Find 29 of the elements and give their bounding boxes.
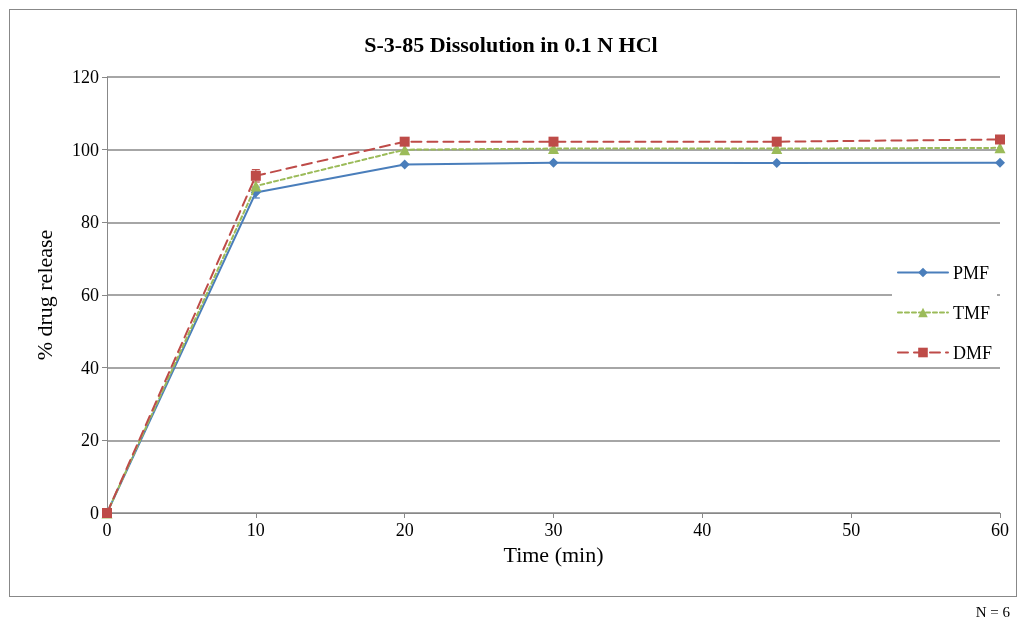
legend-label: TMF <box>952 302 990 323</box>
x-axis-title: Time (min) <box>503 542 604 568</box>
y-tick-label: 60 <box>81 285 99 305</box>
point <box>399 159 410 170</box>
x-tick-label: 20 <box>395 520 414 540</box>
y-axis-title: % drug release <box>31 229 57 361</box>
legend-label: PMF <box>952 262 990 283</box>
point <box>995 134 1005 145</box>
y-tick-label: 100 <box>72 139 99 160</box>
x-tick-label: 0 <box>102 520 112 540</box>
point <box>548 136 559 147</box>
point <box>250 180 262 192</box>
point <box>995 157 1005 168</box>
point <box>399 136 410 147</box>
text: N = 6 <box>975 604 1010 621</box>
y-tick-label: 80 <box>81 212 99 233</box>
point <box>771 136 782 147</box>
legend-label: DMF <box>952 342 992 363</box>
point <box>548 157 559 168</box>
y-tick-label: 20 <box>81 430 99 451</box>
x-tick-label: 30 <box>544 520 563 540</box>
x-tick-label: 60 <box>991 520 1009 540</box>
x-tick-label: 10 <box>246 520 265 540</box>
y-tick-label: 120 <box>72 67 99 87</box>
y-tick-label: 0 <box>90 503 99 523</box>
y-tick-label: 40 <box>81 357 99 378</box>
chart-title: S-3-85 Dissolution in 0.1 N HCl <box>364 31 658 57</box>
x-tick-label: 40 <box>693 520 712 540</box>
x-tick-label: 50 <box>842 520 861 540</box>
